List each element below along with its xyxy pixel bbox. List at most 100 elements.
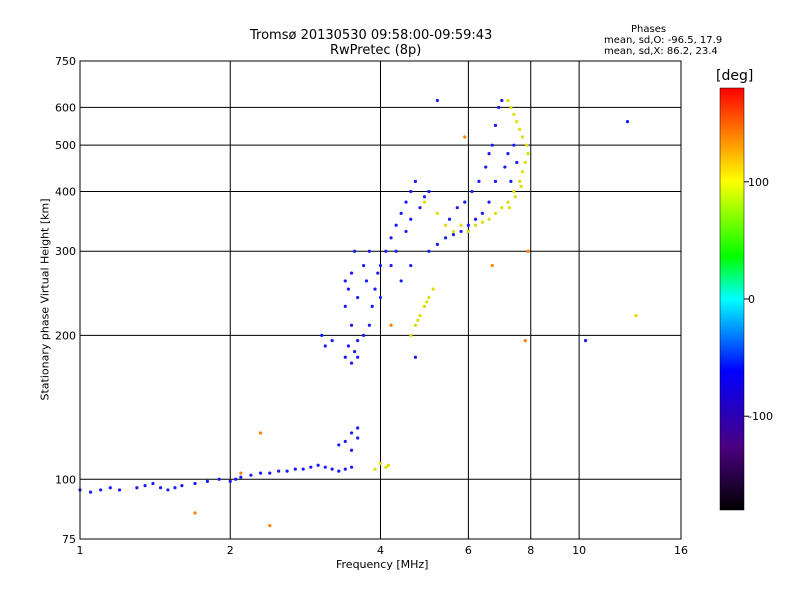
y-axis-label: Stationary phase Virtual Height [km] — [38, 198, 52, 401]
data-point — [435, 211, 439, 215]
data-point — [386, 463, 391, 467]
data-point — [422, 200, 427, 204]
data-point — [399, 279, 403, 283]
data-point — [404, 229, 408, 234]
data-point — [88, 490, 93, 494]
data-point — [503, 165, 507, 169]
data-point — [512, 143, 516, 147]
data-point — [228, 479, 232, 483]
data-point — [376, 271, 380, 275]
data-point — [373, 287, 377, 291]
data-point — [362, 333, 366, 337]
data-point — [451, 229, 456, 234]
x-tick-label: 8 — [527, 544, 534, 557]
data-point — [519, 184, 523, 188]
data-point — [487, 200, 491, 204]
data-point — [239, 475, 243, 479]
data-point — [135, 486, 139, 490]
data-point — [193, 511, 197, 515]
data-point — [427, 295, 431, 300]
data-point — [394, 249, 398, 253]
data-point — [466, 223, 470, 227]
data-point — [384, 465, 388, 469]
data-point — [463, 135, 467, 139]
data-point — [525, 143, 529, 147]
data-point — [180, 484, 184, 488]
data-point — [493, 211, 498, 215]
data-point — [349, 431, 354, 435]
data-point — [473, 223, 478, 227]
data-point — [409, 217, 413, 221]
data-point — [389, 236, 393, 240]
data-point — [399, 211, 403, 215]
data-point — [309, 465, 313, 469]
data-point — [480, 211, 484, 215]
data-point — [356, 295, 360, 300]
data-point — [389, 263, 393, 268]
x-tick-label: 6 — [465, 544, 472, 557]
data-point — [108, 486, 112, 490]
data-point — [367, 249, 371, 253]
data-point — [349, 323, 354, 327]
data-point — [583, 339, 588, 343]
data-point — [409, 263, 413, 268]
data-point — [349, 361, 354, 365]
data-point — [526, 152, 530, 156]
data-point — [418, 314, 422, 318]
x-tick-label: 2 — [227, 544, 234, 557]
data-point — [523, 339, 527, 343]
data-point — [404, 200, 408, 204]
data-point — [173, 486, 177, 490]
colorbar-ticks: 100 0 -100 — [744, 176, 773, 423]
data-point — [427, 189, 431, 194]
data-point — [493, 179, 498, 183]
data-point — [509, 179, 513, 183]
data-point — [143, 484, 147, 488]
data-point — [268, 471, 272, 475]
plot-frame — [79, 60, 682, 540]
data-point — [500, 206, 504, 210]
data-point — [362, 263, 366, 268]
data-point — [506, 98, 510, 103]
y-tick-label: 750 — [55, 55, 76, 68]
data-point — [320, 333, 324, 337]
data-point — [117, 488, 122, 492]
data-point — [435, 98, 439, 103]
data-point — [330, 467, 334, 471]
data-point — [378, 461, 383, 465]
chart-subtitle: RwPretec (8p) — [330, 43, 422, 58]
data-point — [353, 349, 357, 354]
data-point — [268, 524, 272, 528]
y-tick-label: 200 — [55, 329, 76, 342]
data-point — [353, 249, 357, 253]
phase-stats-x: mean, sd,X: 86.2, 23.4 — [604, 46, 718, 57]
data-point — [506, 200, 510, 204]
colorbar-tick-label: 100 — [748, 176, 769, 189]
data-point — [435, 242, 439, 247]
y-tick-label: 75 — [62, 533, 76, 546]
data-point — [258, 431, 263, 435]
data-point — [487, 152, 491, 156]
data-point — [447, 217, 452, 221]
data-point — [373, 467, 377, 471]
chart-title: Tromsø 20130530 09:58:00-09:59:43 — [250, 28, 493, 43]
data-point — [422, 195, 427, 199]
data-point — [193, 481, 197, 486]
x-axis-ticks: 1 2 4 6 8 10 16 — [77, 544, 689, 557]
data-point — [518, 179, 522, 183]
y-tick-label: 300 — [55, 245, 76, 258]
data-point — [277, 469, 281, 473]
data-point — [323, 344, 327, 348]
data-point — [520, 170, 525, 174]
data-point — [416, 318, 420, 322]
data-point — [487, 217, 491, 221]
data-point — [205, 479, 210, 483]
data-point — [451, 232, 456, 237]
data-point — [634, 314, 638, 318]
data-point — [343, 439, 347, 444]
data-point — [343, 467, 347, 471]
data-point — [490, 143, 494, 147]
data-point — [463, 200, 467, 204]
data-point — [285, 469, 289, 473]
